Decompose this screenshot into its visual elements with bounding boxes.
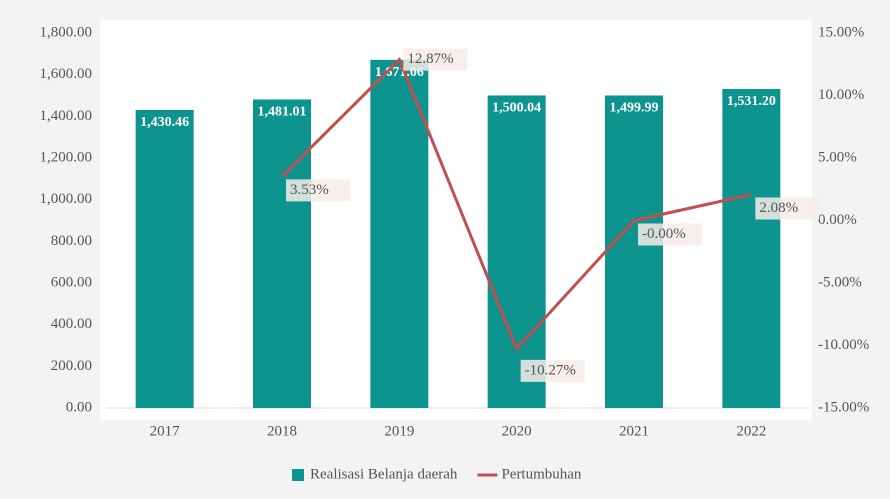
y2-tick-label: -5.00% (818, 274, 862, 290)
line-label-bg (403, 48, 468, 71)
line-label: 3.53% (290, 182, 329, 198)
y2-tick-label: 0.00% (818, 212, 857, 228)
bar-label: 1,500.04 (492, 101, 541, 116)
line-label-bg (755, 197, 820, 220)
bar (487, 95, 546, 408)
legend-label: Realisasi Belanja daerah (310, 466, 458, 482)
x-tick-label: 2018 (267, 423, 297, 439)
y2-tick-label: 5.00% (818, 149, 857, 165)
line-label-bg (286, 179, 350, 202)
x-tick-label: 2017 (150, 423, 181, 439)
line-label: -0.00% (642, 226, 686, 242)
y2-tick-label: -10.00% (818, 337, 869, 353)
line-label: 12.87% (407, 51, 453, 67)
y-tick-label: 0.00 (66, 399, 92, 415)
bar (722, 89, 781, 408)
y2-tick-label: -15.00% (818, 399, 869, 415)
bar-label: 1,430.46 (140, 115, 189, 130)
bar-label: 1,531.20 (727, 94, 776, 109)
y-tick-label: 1,800.00 (40, 24, 93, 40)
bar-label: 1,481.01 (258, 105, 307, 120)
x-tick-label: 2021 (619, 423, 649, 439)
y2-tick-label: 15.00% (818, 24, 864, 40)
bar (253, 99, 311, 409)
y-tick-label: 400.00 (51, 316, 92, 332)
y-tick-label: 1,600.00 (40, 66, 93, 82)
y-tick-label: 1,000.00 (40, 191, 93, 207)
plot-area (100, 20, 812, 420)
legend-label: Pertumbuhan (501, 466, 581, 482)
bar (605, 95, 663, 409)
line-label-bg (638, 223, 702, 246)
x-tick-label: 2019 (384, 423, 414, 439)
y-tick-label: 1,200.00 (40, 149, 93, 165)
x-tick-label: 2022 (736, 423, 766, 439)
bar (370, 59, 429, 409)
y-tick-label: 200.00 (51, 358, 92, 374)
bar (135, 109, 194, 409)
line-label: -10.27% (525, 362, 576, 378)
y-tick-label: 600.00 (51, 274, 92, 290)
line-label: 2.08% (759, 200, 798, 216)
legend-swatch (292, 469, 304, 481)
y-tick-label: 1,400.00 (40, 108, 93, 124)
line-label-bg (520, 359, 585, 382)
bar-label: 1,499.99 (610, 101, 659, 116)
y2-tick-label: 10.00% (818, 87, 864, 103)
y-tick-label: 800.00 (51, 233, 92, 249)
line (280, 56, 752, 352)
x-tick-label: 2020 (502, 423, 532, 439)
